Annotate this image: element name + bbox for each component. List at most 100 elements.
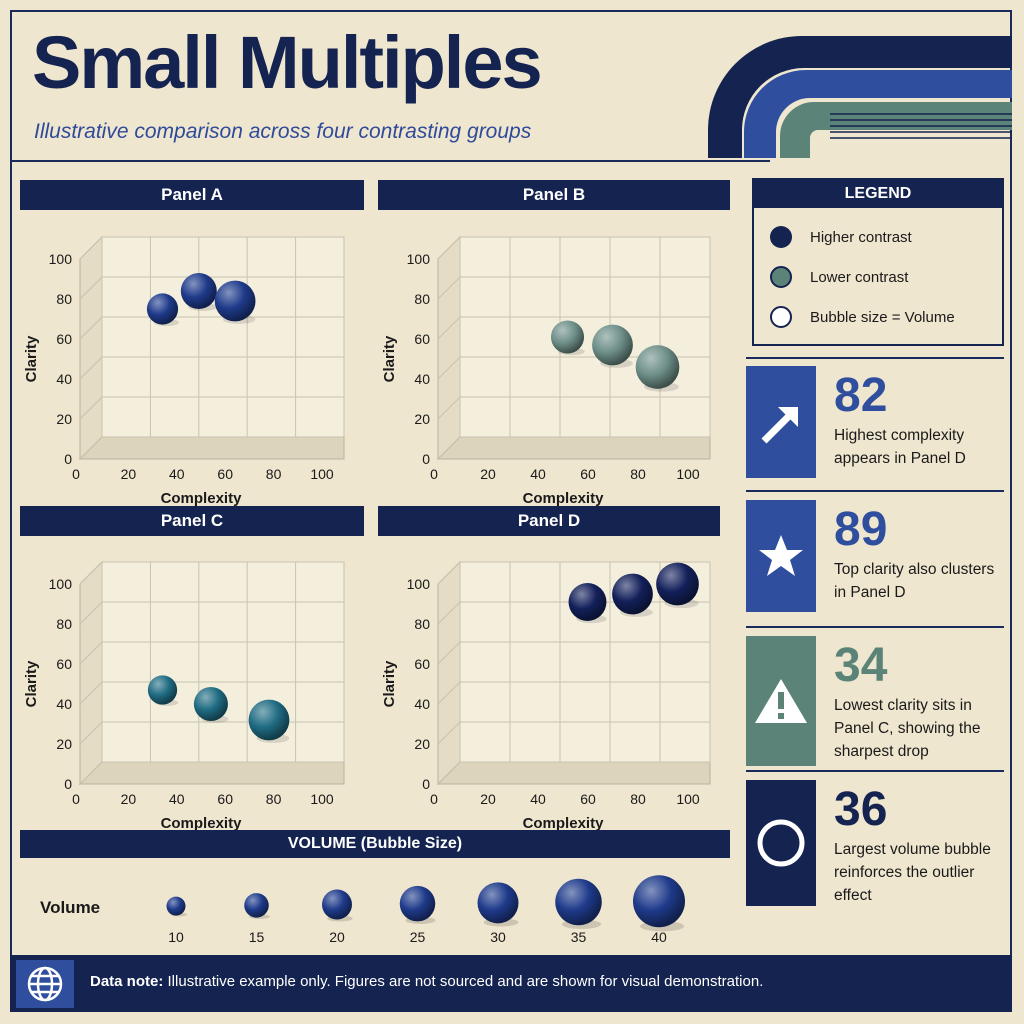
gridline [79,761,103,785]
y-tick-label: 40 [56,371,72,387]
volume-bubble [166,896,186,916]
outline-circle-icon [770,306,792,328]
plot-back-wall [459,236,711,438]
y-axis-title: Clarity [23,660,40,707]
bubble-point [568,583,607,621]
volume-bubble [555,878,602,926]
gridline [79,601,103,625]
y-tick-label: 40 [56,696,72,712]
stat-value: 36 [834,783,888,836]
y-tick-label: 60 [56,331,72,347]
legend-label: Higher contrast [810,228,912,246]
plot-floor [78,436,345,460]
stat-card-2: 89 Top clarity also clusters in Panel D [746,500,1004,616]
bubble-point [635,345,680,389]
y-tick-label: 80 [414,616,430,632]
stat-card-1: 82 Highest complexity appears in Panel D [746,366,1004,482]
x-tick-label: 0 [430,466,438,482]
gridline [437,236,461,260]
gridline [437,681,461,705]
circle-icon [746,780,816,906]
data-note: Data note: Illustrative example only. Fi… [90,973,763,990]
panel-c-header: Panel C [20,506,364,536]
gridline [79,356,103,380]
x-tick-label: 60 [580,791,596,807]
star-icon [746,500,816,612]
y-axis-title: Clarity [381,335,398,382]
stat-value: 89 [834,503,888,556]
plot-back-wall [101,236,345,438]
navy-dot-icon [770,226,792,248]
footer: Data note: Illustrative example only. Fi… [10,955,1012,1012]
gridline [437,436,461,460]
bubble-point [592,324,633,366]
gridline [437,721,461,745]
gridline [437,761,461,785]
gridline [79,641,103,665]
x-tick-label: 20 [480,791,496,807]
plot-side-wall [437,560,461,786]
stat-value: 34 [834,639,888,692]
plot-side-wall [437,235,461,461]
bubble-point [550,320,585,354]
gridline [79,721,103,745]
gridline [437,396,461,420]
volume-tick-label: 30 [490,929,506,945]
x-tick-label: 40 [530,466,546,482]
x-tick-label: 80 [630,466,646,482]
plot-floor [78,761,345,785]
volume-tick-label: 10 [168,929,184,945]
x-tick-label: 20 [121,466,137,482]
plot-floor [436,761,711,785]
legend-label: Bubble size = Volume [810,308,955,326]
y-tick-label: 0 [64,451,72,467]
divider [746,357,1004,359]
gridline [79,236,103,260]
plot-side-wall [79,560,103,786]
gridline [79,681,103,705]
panel-a-header: Panel A [20,180,364,210]
bubble-point [180,273,217,309]
volume-bubble [322,889,352,920]
x-tick-label: 100 [310,791,334,807]
gridline [437,276,461,300]
bubble-point [214,280,256,322]
plot-back-wall [101,561,345,763]
volume-bubble [633,875,685,928]
bubble-point [146,293,179,325]
y-axis-title: Clarity [381,660,398,707]
plot-floor [436,436,711,460]
x-tick-label: 40 [530,791,546,807]
x-tick-label: 0 [430,791,438,807]
gridline [79,396,103,420]
panel-d-chart: 0 20 40 60 80 100 0 20 40 60 80 100 Complexity Clarit… [381,560,711,832]
gridline [437,316,461,340]
legend-item-size: Bubble size = Volume [770,306,955,328]
y-tick-label: 60 [414,656,430,672]
y-tick-label: 40 [414,696,430,712]
volume-tick-label: 15 [249,929,265,945]
x-tick-label: 0 [72,466,80,482]
stat-card-3: 34 Lowest clarity sits in Panel C, showi… [746,636,1004,766]
data-note-label: Data note: [90,973,164,990]
divider [10,160,770,162]
divider [746,626,1004,628]
y-tick-label: 0 [422,451,430,467]
legend: LEGEND Higher contrast Lower contrast Bu… [752,178,1004,346]
teal-dot-icon [770,266,792,288]
y-tick-label: 60 [414,331,430,347]
panel-c-chart: 0 20 40 60 80 100 0 20 40 60 80 100 Complexity Clarit… [23,560,345,832]
x-tick-label: 60 [217,791,233,807]
gridline [437,356,461,380]
x-axis-title: Complexity [161,490,243,507]
x-tick-label: 40 [169,466,185,482]
volume-label: Volume [40,898,101,917]
y-tick-label: 20 [414,411,430,427]
gridline [79,436,103,460]
data-note-text: Illustrative example only. Figures are n… [167,973,764,990]
globe-icon [16,960,74,1008]
y-tick-label: 80 [56,291,72,307]
gridline [437,641,461,665]
volume-bubble [244,893,269,918]
